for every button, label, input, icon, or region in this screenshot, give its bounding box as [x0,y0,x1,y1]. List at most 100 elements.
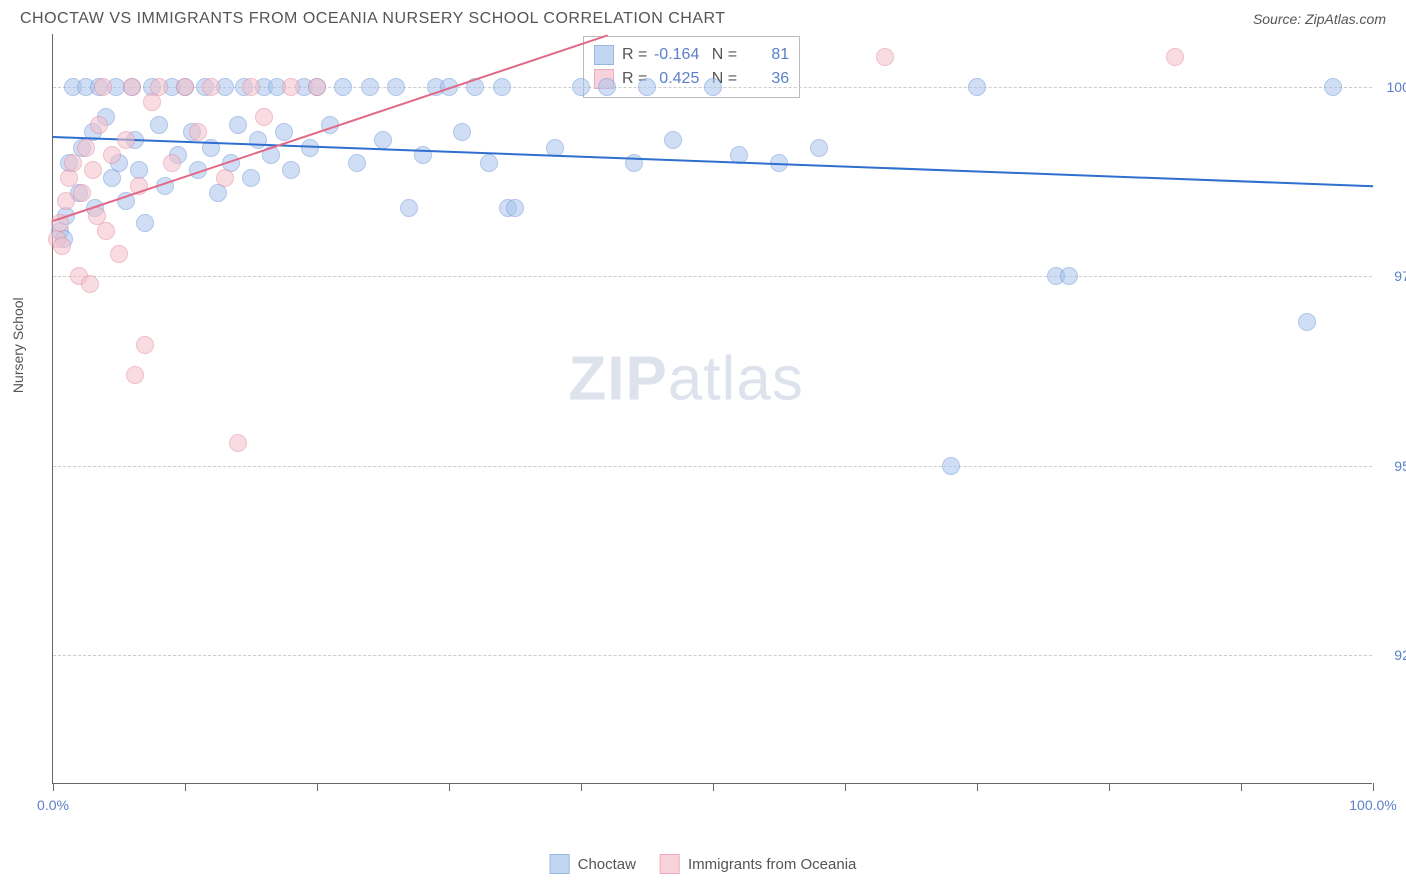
legend-label-choctaw: Choctaw [578,856,636,873]
r-value-oceania: 0.425 [651,70,699,88]
data-point [480,154,498,172]
r-value-choctaw: -0.164 [651,46,699,64]
x-tick [317,783,318,791]
data-point [638,78,656,96]
data-point [387,78,405,96]
data-point [229,434,247,452]
data-point [90,116,108,134]
data-point [374,131,392,149]
data-point [97,222,115,240]
n-label: N = [712,46,737,64]
x-tick [977,783,978,791]
data-point [189,123,207,141]
data-point [84,161,102,179]
y-tick-label: 92.5% [1379,647,1406,663]
data-point [126,366,144,384]
regression-line [53,34,608,222]
data-point [216,169,234,187]
source-attribution: Source: ZipAtlas.com [1253,11,1386,27]
data-point [282,78,300,96]
data-point [334,78,352,96]
x-tick-label: 100.0% [1349,797,1396,813]
data-point [664,131,682,149]
n-value-choctaw: 81 [741,46,789,64]
data-point [81,275,99,293]
chart-header: CHOCTAW VS IMMIGRANTS FROM OCEANIA NURSE… [0,0,1406,34]
bottom-legend-item-oceania: Immigrants from Oceania [660,854,856,874]
stats-legend-row-choctaw: R = -0.164 N = 81 [594,43,789,67]
x-tick [713,783,714,791]
legend-label-oceania: Immigrants from Oceania [688,856,856,873]
data-point [348,154,366,172]
data-point [1324,78,1342,96]
x-tick [1109,783,1110,791]
data-point [103,146,121,164]
x-tick [53,783,54,791]
data-point [60,169,78,187]
data-point [64,154,82,172]
plot-wrapper: Nursery School ZIPatlas R = -0.164 N = 8… [20,34,1386,784]
x-tick-label: 0.0% [37,797,69,813]
x-tick [185,783,186,791]
data-point [361,78,379,96]
data-point [598,78,616,96]
data-point [110,245,128,263]
y-tick-label: 97.5% [1379,268,1406,284]
bottom-legend-item-choctaw: Choctaw [550,854,636,874]
data-point [1060,267,1078,285]
data-point [117,131,135,149]
data-point [876,48,894,66]
x-tick [449,783,450,791]
data-point [400,199,418,217]
data-point [163,154,181,172]
data-point [242,78,260,96]
data-point [53,237,71,255]
watermark-bold: ZIP [568,344,667,413]
data-point [275,123,293,141]
data-point [453,123,471,141]
data-point [123,78,141,96]
swatch-oceania [660,854,680,874]
x-tick [1241,783,1242,791]
x-tick [845,783,846,791]
n-value-oceania: 36 [741,70,789,88]
swatch-choctaw [550,854,570,874]
data-point [255,108,273,126]
data-point [1166,48,1184,66]
x-tick [581,783,582,791]
bottom-legend: Choctaw Immigrants from Oceania [550,854,857,874]
data-point [942,457,960,475]
gridline [53,276,1372,277]
data-point [572,78,590,96]
r-label: R = [622,46,647,64]
data-point [94,78,112,96]
data-point [810,139,828,157]
data-point [506,199,524,217]
data-point [229,116,247,134]
scatter-plot-area: ZIPatlas R = -0.164 N = 81 R = 0.425 [52,34,1372,784]
data-point [704,78,722,96]
gridline [53,655,1372,656]
data-point [136,336,154,354]
data-point [308,78,326,96]
y-tick-label: 95.0% [1379,458,1406,474]
data-point [282,161,300,179]
data-point [202,78,220,96]
data-point [493,78,511,96]
chart-title: CHOCTAW VS IMMIGRANTS FROM OCEANIA NURSE… [20,10,726,28]
gridline [53,466,1372,467]
data-point [1298,313,1316,331]
data-point [968,78,986,96]
data-point [242,169,260,187]
y-axis-label: Nursery School [10,297,26,393]
watermark-rest: atlas [668,344,804,413]
data-point [150,78,168,96]
x-tick [1373,783,1374,791]
data-point [176,78,194,96]
y-tick-label: 100.0% [1379,79,1406,95]
data-point [73,184,91,202]
watermark: ZIPatlas [568,343,803,414]
data-point [77,139,95,157]
swatch-choctaw [594,45,614,65]
data-point [136,214,154,232]
